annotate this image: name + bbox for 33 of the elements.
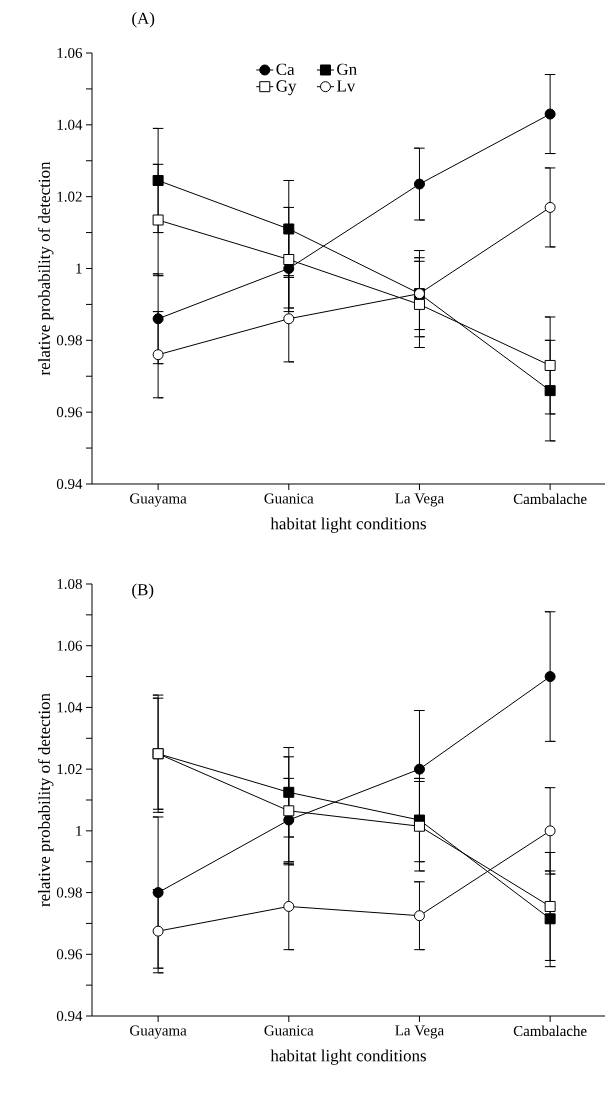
x-tick-label: Guayama [130,493,187,507]
x-tick-label: Guayama [130,1025,187,1039]
legend-label: Gn [337,63,357,76]
y-tick-label: 0.94 [56,1010,83,1022]
y-tick-label: 1.06 [57,47,83,59]
y-tick-label: 0.98 [56,335,82,346]
chart-title: (A) [132,12,155,28]
y-tick-label: 1.06 [57,640,83,651]
y-tick-label: 0.98 [56,887,82,898]
x-tick-label: Cambalache [513,493,587,505]
y-tick-label: 0.96 [56,407,83,418]
x-axis-title: habitat light conditions [270,1049,426,1065]
legend-label: Lv [336,80,356,92]
x-tick-label: La Vega [395,493,444,507]
y-tick-label: 1 [76,263,82,274]
y-tick-label: 1.02 [57,764,82,775]
x-tick-label: Guanica [264,1025,314,1036]
y-tick-label: 1 [76,825,82,836]
legend-label: Gy [276,80,297,96]
x-tick-label: Cambalache [513,1025,587,1037]
x-tick-label: La Vega [395,1025,444,1039]
y-tick-label: 1.04 [57,119,83,130]
y-tick-label: 1.02 [57,191,82,202]
y-axis-title: relative probability of detection [37,161,54,376]
x-axis-title: habitat light conditions [270,517,426,533]
chart-title: (B) [132,583,154,599]
x-tick-label: Guanica [264,493,314,504]
y-tick-label: 0.94 [56,478,83,490]
y-axis-title: relative probability of detection [37,693,54,907]
y-tick-label: 1.04 [57,702,83,713]
y-tick-label: 0.96 [56,949,83,960]
legend-label: Ca [276,63,295,76]
y-tick-label: 1.08 [57,578,82,590]
